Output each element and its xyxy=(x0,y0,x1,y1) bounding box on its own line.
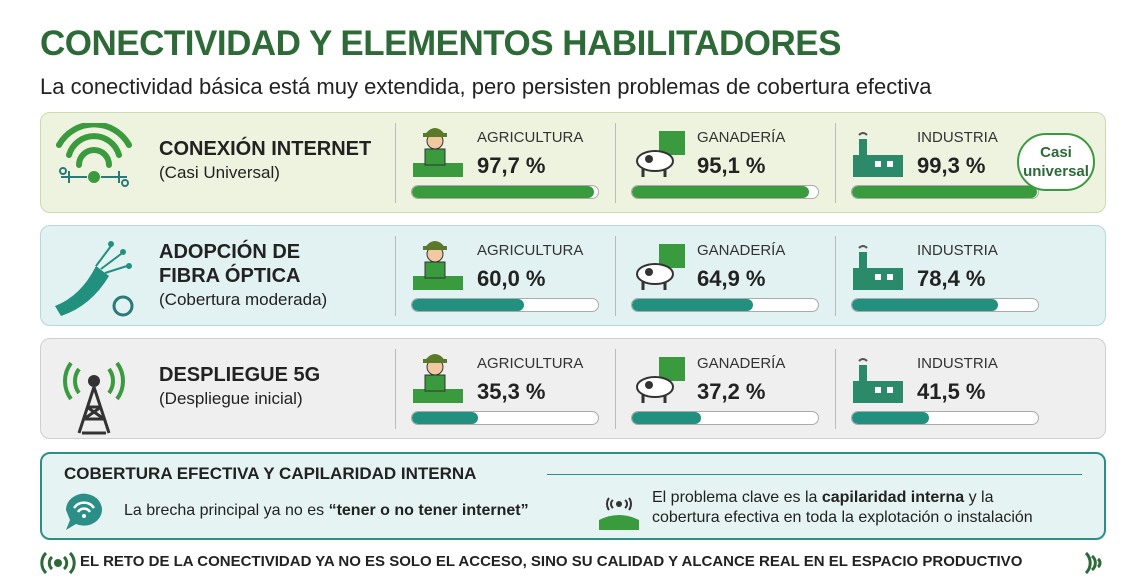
sector-icon xyxy=(853,132,903,177)
sector-icon xyxy=(636,357,685,403)
bar-track xyxy=(411,298,599,312)
row-subtitle: (Cobertura moderada) xyxy=(159,290,328,309)
sector-value: 41,5 % xyxy=(917,379,986,404)
rule xyxy=(547,474,1082,475)
line: cobertura efectiva en toda la explotació… xyxy=(652,509,1033,526)
emphasis: capilaridad interna xyxy=(821,489,965,506)
sector-value: 99,3 % xyxy=(917,153,986,178)
callout-line: Casi xyxy=(1040,144,1072,161)
bar xyxy=(852,186,1037,198)
divider xyxy=(835,123,836,203)
row-title: ADOPCIÓN DE xyxy=(159,241,301,263)
row-title: DESPLIEGUE 5G xyxy=(159,364,321,386)
signal-icon xyxy=(40,551,76,575)
text: y la xyxy=(964,489,994,506)
coverage-box: COBERTURA EFECTIVA Y CAPILARIDAD INTERNA… xyxy=(40,452,1106,540)
bar-track xyxy=(631,185,819,199)
sector-value: 78,4 % xyxy=(917,266,986,291)
divider xyxy=(835,236,836,316)
divider xyxy=(615,123,616,203)
subtitle: La conectividad básica está muy extendid… xyxy=(40,74,932,99)
coverage-right: El problema clave es la capilaridad inte… xyxy=(652,488,1033,528)
bar-track xyxy=(631,298,819,312)
sector-value: 60,0 % xyxy=(477,266,546,291)
text: El problema clave es la xyxy=(652,489,822,506)
coverage-left: La brecha principal ya no es “tener o no… xyxy=(124,502,529,520)
bar-track xyxy=(851,298,1039,312)
sector-icon xyxy=(853,245,903,290)
chat-wifi-icon xyxy=(65,493,102,530)
row-panel: CONEXIÓN INTERNET (Casi Universal) AGRICUL… xyxy=(40,112,1106,213)
sector-icon xyxy=(413,241,463,290)
bar-track xyxy=(411,185,599,199)
divider xyxy=(395,236,396,316)
sector-icon xyxy=(413,354,463,403)
sector-value: 97,7 % xyxy=(477,153,546,178)
divider xyxy=(615,349,616,429)
row-icon xyxy=(63,361,125,435)
bar xyxy=(632,299,753,311)
sector-value: 95,1 % xyxy=(697,153,766,178)
sector-value: 64,9 % xyxy=(697,266,766,291)
sector-name: AGRICULTURA xyxy=(477,242,584,259)
callout-line: universal xyxy=(1023,163,1089,180)
row-subtitle: (Despliegue inicial) xyxy=(159,389,303,408)
row-title: CONEXIÓN INTERNET xyxy=(159,138,372,160)
sector-name: INDUSTRIA xyxy=(917,129,998,146)
tower-field-icon xyxy=(599,497,639,530)
sector-icon xyxy=(413,128,463,177)
bar xyxy=(632,412,702,424)
sector-value: 37,2 % xyxy=(697,379,766,404)
bar-track xyxy=(411,411,599,425)
callout: Casi universal xyxy=(1017,133,1095,191)
sector-name: INDUSTRIA xyxy=(917,355,998,372)
sector-icon xyxy=(853,358,903,403)
sector-name: INDUSTRIA xyxy=(917,242,998,259)
footer: EL RETO DE LA CONECTIVIDAD YA NO ES SOLO… xyxy=(80,553,1023,570)
sector-name: GANADERÍA xyxy=(697,242,786,259)
row-icon xyxy=(56,123,132,187)
divider xyxy=(835,349,836,429)
row-panel: DESPLIEGUE 5G (Despliegue inicial) AGRICUL… xyxy=(40,338,1106,439)
sector-name: GANADERÍA xyxy=(697,129,786,146)
bar xyxy=(412,412,478,424)
line: El problema clave es la capilaridad inte… xyxy=(652,488,1033,508)
row-subtitle: (Casi Universal) xyxy=(159,163,280,182)
bar xyxy=(852,299,998,311)
sector-name: AGRICULTURA xyxy=(477,355,584,372)
sector-value: 35,3 % xyxy=(477,379,546,404)
emphasis: “tener o no tener internet” xyxy=(328,502,529,519)
bar xyxy=(412,299,524,311)
bar xyxy=(632,186,809,198)
row-icon xyxy=(55,241,134,317)
signal-icon xyxy=(1084,551,1102,575)
row-panel: ADOPCIÓN DE FIBRA ÓPTICA (Cobertura modera… xyxy=(40,225,1106,326)
sector-icon xyxy=(636,131,685,177)
divider xyxy=(395,349,396,429)
divider xyxy=(615,236,616,316)
divider xyxy=(395,123,396,203)
sector-name: GANADERÍA xyxy=(697,355,786,372)
title: CONECTIVIDAD Y ELEMENTOS HABILITADORES xyxy=(40,24,842,63)
sector-icon xyxy=(636,244,685,290)
text: La brecha principal ya no es xyxy=(124,502,329,519)
bar xyxy=(412,186,594,198)
bar-track xyxy=(851,185,1039,199)
coverage-heading: COBERTURA EFECTIVA Y CAPILARIDAD INTERNA xyxy=(64,464,477,483)
bar xyxy=(852,412,930,424)
bar-track xyxy=(631,411,819,425)
bar-track xyxy=(851,411,1039,425)
sector-name: AGRICULTURA xyxy=(477,129,584,146)
row-title: FIBRA ÓPTICA xyxy=(159,265,301,287)
